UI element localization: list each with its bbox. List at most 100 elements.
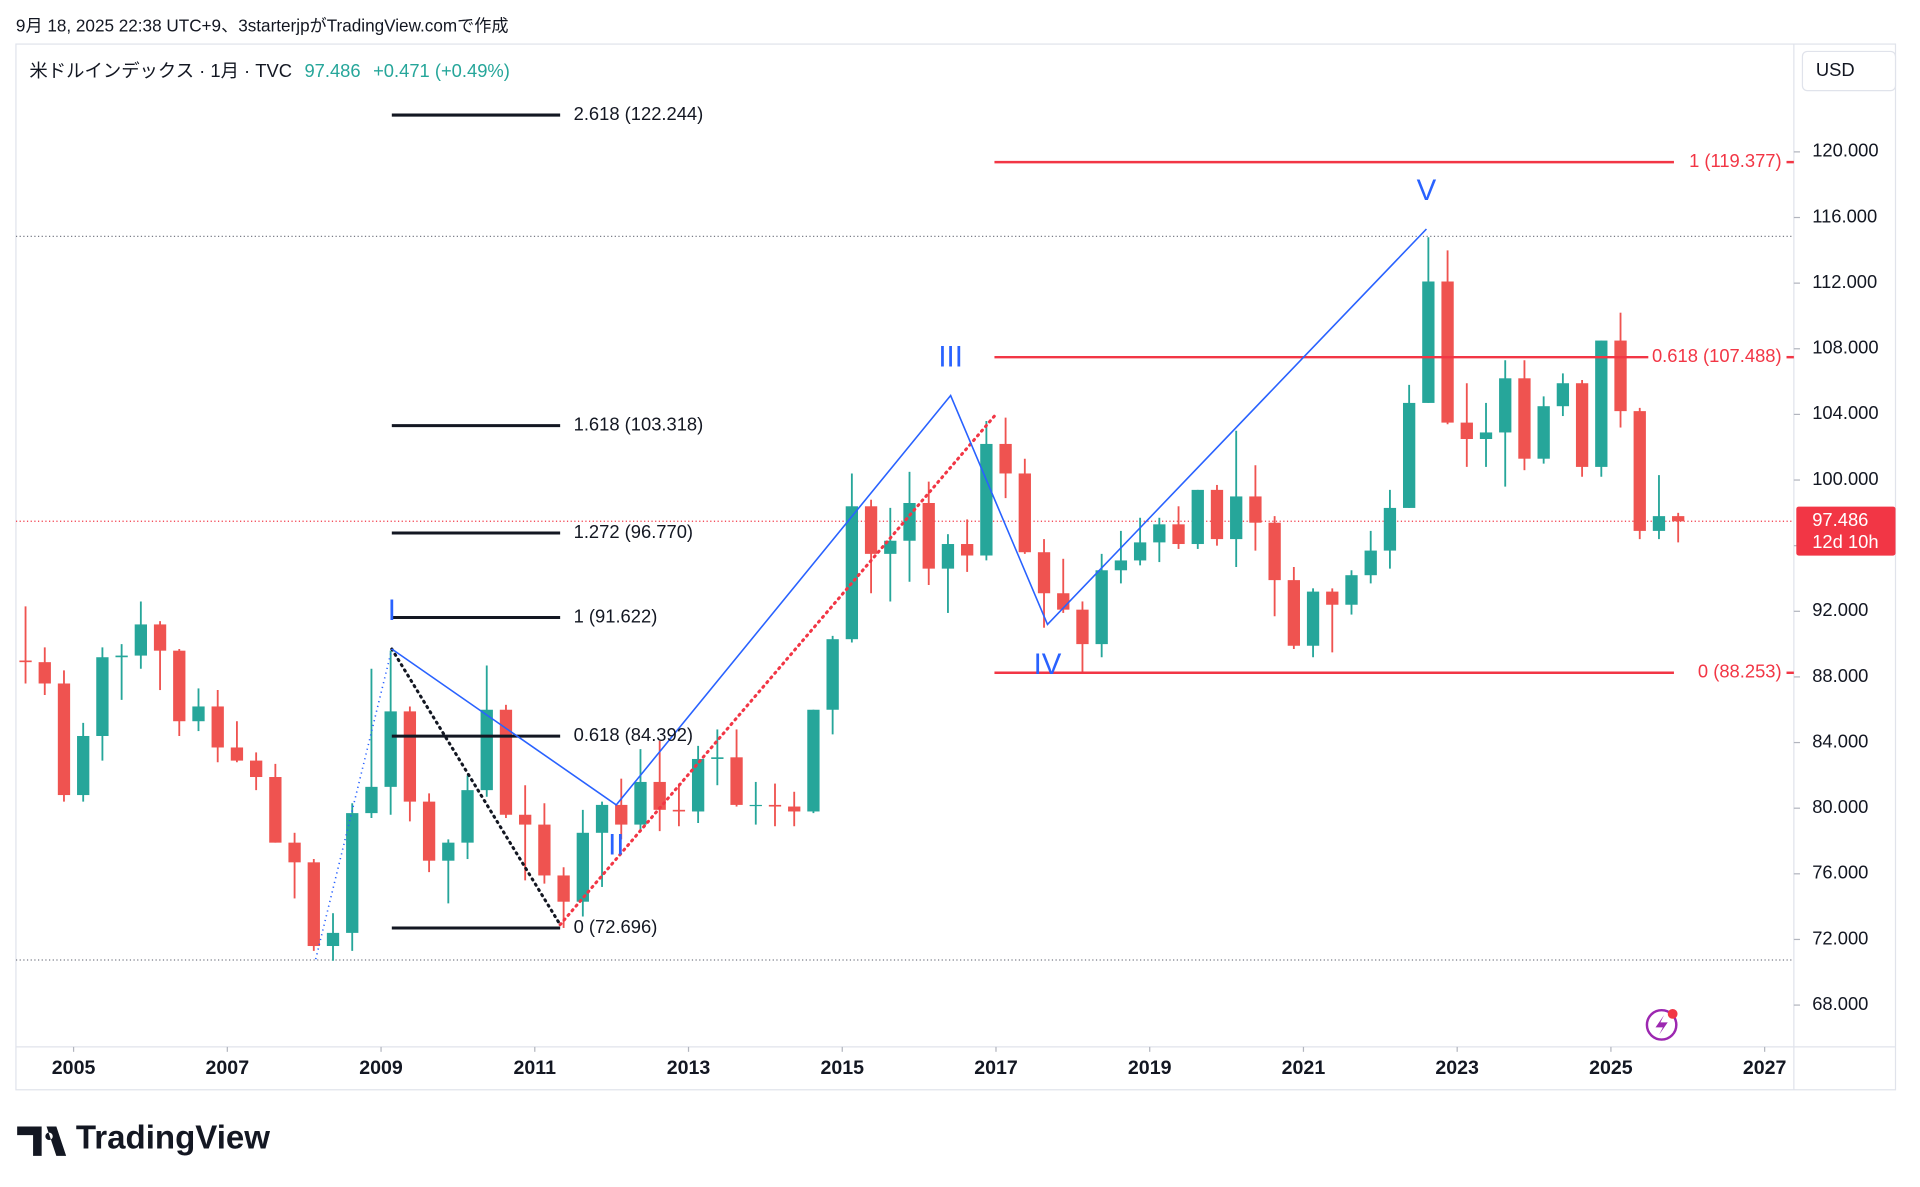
candle-body [903,503,916,541]
x-tick-label: 2027 [1743,1057,1787,1079]
x-tick-label: 2023 [1435,1057,1479,1079]
candle-body [999,443,1012,474]
candle-body [1499,378,1512,433]
y-tick-label: 88.000 [1812,665,1868,686]
wave-label: IV [1034,648,1062,681]
fib-label: 0 (72.696) [574,916,658,937]
candle-body [173,650,186,722]
candle-body [711,757,724,759]
candle-body [230,747,244,761]
x-tick-label: 2021 [1282,1057,1326,1079]
candle-body [1095,570,1108,645]
candle-body [1518,378,1531,459]
fib-label-bg [1648,346,1786,369]
price-tag-value: 97.486 [1812,509,1868,530]
caption: 9月 18, 2025 22:38 UTC+9、3starterjpがTradi… [16,15,509,35]
x-tick-label: 2025 [1589,1057,1633,1079]
candle-body [1479,432,1493,440]
candle-body [134,624,147,656]
fib-label-bg [1694,661,1786,684]
candle-body [538,824,551,876]
fib-label: 0.618 (84.392) [574,724,693,745]
candle-body [1441,281,1454,423]
fib-label: 1 (119.377) [1689,150,1782,171]
legend: 米ドルインデックス · 1月 · TVC 97.486 +0.471 (+0.4… [29,60,509,81]
candle-body [1460,422,1473,440]
x-tick-label: 2015 [820,1057,864,1079]
y-tick-label: 120.000 [1812,140,1878,161]
y-tick-label: 92.000 [1812,599,1868,620]
x-tick-label: 2009 [359,1057,403,1079]
x-tick-label: 2007 [206,1057,250,1079]
candle-body [845,506,859,640]
wave-label: V [1417,174,1437,207]
candle-body [1422,281,1435,403]
y-tick-label: 68.000 [1812,993,1868,1014]
logo: TradingView [17,1120,270,1157]
candle-body [1364,550,1377,576]
candle-body [1383,507,1397,551]
candle-body [1268,522,1281,581]
candle-body [980,443,993,556]
y-tick-label: 80.000 [1812,796,1868,817]
candle-body [269,777,282,843]
wave-line [391,228,1428,806]
candle-body [1230,496,1243,540]
last-price: 97.486 [304,60,360,81]
change: +0.471 (+0.49%) [373,60,510,81]
candle-body [249,760,263,778]
candle-body [691,758,705,812]
y-tick-label: 84.000 [1812,730,1868,751]
candle-body [884,540,897,554]
candle-body [1114,560,1128,571]
fib-label: 0.618 (107.488) [1652,345,1782,366]
symbol: 米ドルインデックス · 1月 · TVC [29,60,292,81]
alert-icon[interactable] [1645,1008,1678,1041]
candle-body [403,711,417,802]
candle-body [1133,542,1147,561]
candle-body [768,804,782,807]
x-tick-label: 2011 [514,1057,557,1079]
wave-label: II [608,828,624,861]
candle-body [1076,609,1089,645]
fib-label: 1 (91.622) [574,605,658,626]
y-tick-label: 76.000 [1812,862,1868,883]
candle-body [1556,383,1570,407]
currency-box[interactable] [1801,50,1897,92]
candle-body [615,804,628,825]
fib-label-bg [1685,151,1786,174]
candle-body [1672,516,1685,522]
y-tick-label: 100.000 [1812,468,1878,489]
candle-body [1575,383,1589,467]
candle-body [211,706,224,748]
plot-area [15,113,1794,961]
candle-body [1537,406,1550,459]
candle-body [461,790,474,843]
candle-body [672,809,686,812]
candle-body [807,709,820,812]
x-tick-label: 2017 [974,1057,1018,1079]
candle-body [557,875,570,902]
candle-body [1614,340,1627,412]
candle-body [1153,524,1166,543]
x-tick-label: 2013 [667,1057,711,1079]
x-tick-label: 2005 [52,1057,96,1079]
fib-label: 0 (88.253) [1698,661,1782,682]
candle-body [1191,489,1204,545]
candle-body [826,639,839,710]
price-tag-countdown: 12d 10h [1812,531,1878,552]
y-tick-label: 116.000 [1812,205,1877,226]
wave-label: III [938,341,962,374]
y-tick-label: 112.000 [1812,271,1877,292]
candle-body [38,662,51,684]
candle-body [442,842,455,861]
fib-label: 2.618 (122.244) [574,103,704,124]
candle-body [1306,591,1320,646]
currency[interactable]: USD [1816,59,1855,80]
candle-body [19,660,32,663]
candle-body [1652,516,1666,531]
candle-body [634,781,647,825]
candle-body [961,544,974,556]
